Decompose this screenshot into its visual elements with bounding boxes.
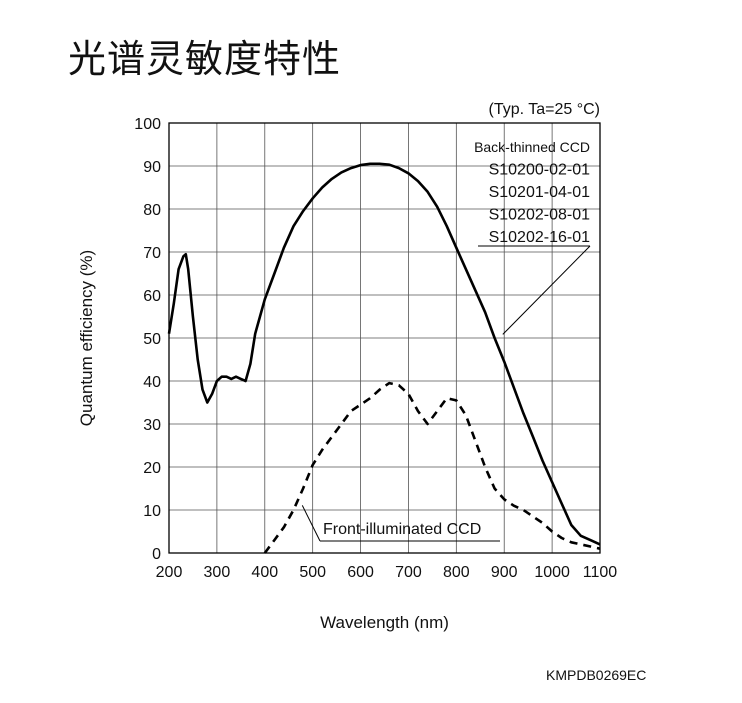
y-tick-label: 50 — [143, 331, 161, 348]
document-code: KMPDB0269EC — [546, 667, 647, 683]
y-tick-label: 60 — [143, 288, 161, 305]
x-axis-label: Wavelength (nm) — [320, 613, 449, 632]
x-tick-labels: 200 300 400 500 600 700 800 900 1000 1100 — [156, 564, 618, 581]
x-tick-label: 500 — [299, 564, 326, 581]
y-tick-label: 20 — [143, 460, 161, 477]
page-title: 光谱灵敏度特性 — [68, 37, 342, 81]
y-tick-label: 100 — [134, 116, 161, 133]
x-tick-label: 700 — [395, 564, 422, 581]
y-axis-label: Quantum efficiency (%) — [77, 250, 96, 426]
x-tick-label: 200 — [156, 564, 183, 581]
x-tick-label: 300 — [204, 564, 231, 581]
x-tick-label: 900 — [491, 564, 518, 581]
plot-frame — [168, 122, 601, 554]
condition-label: (Typ. Ta=25 °C) — [489, 101, 600, 118]
y-tick-label: 90 — [143, 159, 161, 176]
x-tick-label: 1000 — [534, 564, 570, 581]
front-illuminated-leader-line — [301, 505, 321, 542]
legend-model-label: S10200-02-01 — [489, 162, 591, 179]
x-tick-label: 1100 — [583, 564, 618, 581]
series-line-front-illuminated — [263, 381, 601, 554]
front-illuminated-label: Front-illuminated CCD — [323, 521, 481, 538]
y-tick-label: 70 — [143, 245, 161, 262]
series-layer — [167, 162, 601, 554]
y-tick-label: 30 — [143, 417, 161, 434]
x-tick-label: 400 — [251, 564, 278, 581]
y-tick-label: 10 — [143, 503, 161, 520]
legend-model-label: S10202-16-01 — [489, 229, 591, 246]
y-tick-label: 80 — [143, 202, 161, 219]
y-tick-labels: 0 10 20 30 40 50 60 70 80 90 100 — [134, 116, 161, 563]
legend-model-label: S10201-04-01 — [489, 184, 591, 201]
y-tick-label: 40 — [143, 374, 161, 391]
y-tick-label: 0 — [152, 546, 161, 563]
x-tick-label: 600 — [347, 564, 374, 581]
legend-model-label: S10202-08-01 — [489, 207, 591, 224]
annotations: Back-thinned CCD S10200-02-01 S10201-04-01… — [301, 139, 591, 542]
series-line-back-thinned — [167, 162, 601, 546]
x-tick-label: 800 — [443, 564, 470, 581]
back-thinned-leader-line — [502, 245, 591, 335]
legend-back-thinned-title: Back-thinned CCD — [474, 139, 590, 155]
